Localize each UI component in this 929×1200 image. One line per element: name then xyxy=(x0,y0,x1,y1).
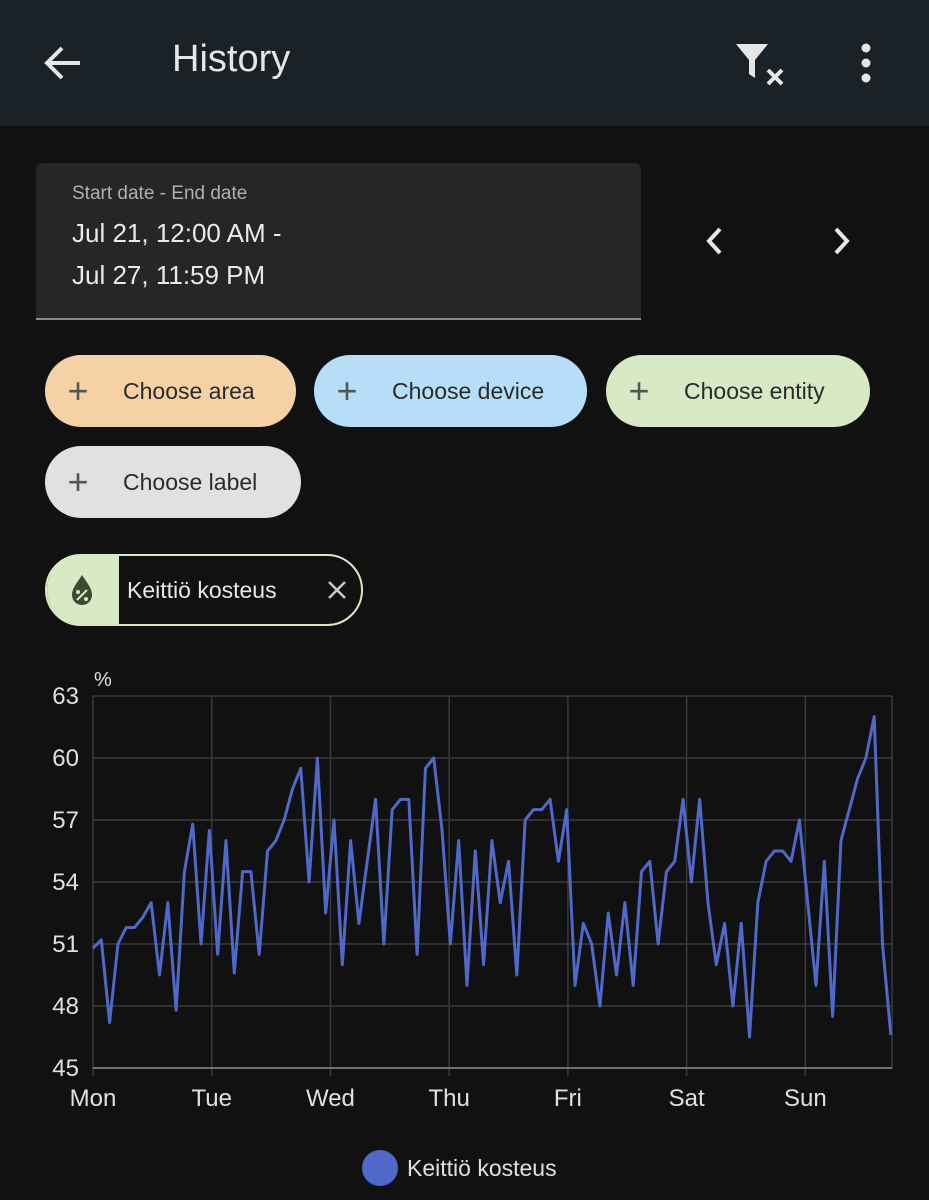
chip-label-picker[interactable]: + Choose label xyxy=(45,446,301,518)
chip-label: Choose device xyxy=(392,377,545,404)
x-tick-label: Mon xyxy=(70,1085,117,1112)
start-date: Jul 21, 12:00 AM - xyxy=(72,218,282,248)
chip-entity[interactable]: + Choose entity xyxy=(606,355,870,427)
page-title: History xyxy=(172,38,291,80)
entity-icon xyxy=(47,555,119,625)
selected-entity-chip[interactable]: Keittiö kosteus xyxy=(45,554,363,626)
chip-label: Choose label xyxy=(123,468,258,495)
y-tick-label: 45 xyxy=(52,1055,79,1082)
plus-icon: + xyxy=(336,370,358,411)
entity-name: Keittiö kosteus xyxy=(127,576,277,603)
chip-area[interactable]: + Choose area xyxy=(45,355,296,427)
plus-icon: + xyxy=(628,370,650,411)
x-tick-label: Tue xyxy=(191,1085,231,1112)
y-tick-label: 54 xyxy=(52,869,79,896)
x-tick-label: Wed xyxy=(306,1085,355,1112)
more-button[interactable] xyxy=(856,42,876,84)
y-tick-label: 60 xyxy=(52,745,79,772)
remove-button[interactable] xyxy=(321,575,361,605)
date-range-picker[interactable]: Start date - End date Jul 21, 12:00 AM -… xyxy=(36,163,641,320)
x-tick-label: Thu xyxy=(428,1085,469,1112)
x-tick-label: Fri xyxy=(554,1085,582,1112)
chip-device[interactable]: + Choose device xyxy=(314,355,587,427)
x-tick-label: Sun xyxy=(784,1085,827,1112)
next-button[interactable] xyxy=(826,224,856,258)
app-bar: History xyxy=(0,0,929,126)
prev-button[interactable] xyxy=(700,224,730,258)
y-tick-label: 48 xyxy=(52,993,79,1020)
y-axis-label: % xyxy=(94,669,112,691)
legend-label: Keittiö kosteus xyxy=(407,1155,557,1181)
data-line xyxy=(91,715,893,1039)
plus-icon: + xyxy=(67,370,89,411)
back-button[interactable] xyxy=(40,40,86,86)
y-tick-label: 51 xyxy=(52,931,79,958)
chip-label: Choose area xyxy=(123,377,255,404)
clear-filter-button[interactable] xyxy=(734,40,788,90)
end-date: Jul 27, 11:59 PM xyxy=(72,260,266,290)
y-tick-label: 63 xyxy=(52,683,79,710)
chip-label: Choose entity xyxy=(684,377,825,404)
plus-icon: + xyxy=(67,461,89,502)
y-tick-label: 57 xyxy=(52,807,79,834)
x-tick-label: Sat xyxy=(669,1085,705,1112)
chart: % 45 48 51 54 57 60 63 Mon Tue Wed Thu Fri Sat Sun Keit… xyxy=(52,669,893,1186)
date-label: Start date - End date xyxy=(72,183,248,204)
legend-swatch xyxy=(362,1150,398,1186)
